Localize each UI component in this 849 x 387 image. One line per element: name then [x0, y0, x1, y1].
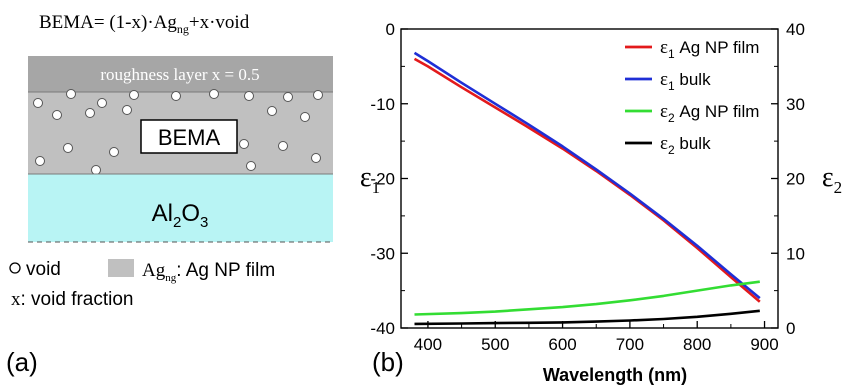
series-line-0: [413, 57, 761, 303]
void-circle: [97, 98, 107, 108]
void-circle: [129, 90, 139, 100]
y-left-tick-label: 0: [386, 20, 395, 39]
roughness-layer: [28, 56, 333, 92]
void-circle: [122, 105, 132, 115]
legend: ε1 Ag NP film ε1 bulk ε2 Ag NP film ε2 bulk: [625, 37, 759, 157]
void-circle: [171, 91, 181, 101]
panel-b: (b) 400 500 600 700 800 900 0 -10 -20 -30 -40 0 10 20…: [360, 20, 842, 385]
void-circle: [311, 153, 321, 163]
ag-legend-swatch: [108, 259, 134, 277]
void-legend-icon: [9, 262, 21, 274]
void-circle: [239, 139, 249, 149]
void-circle: [283, 92, 293, 102]
bema-label-box: [140, 119, 238, 154]
legend-label-3: ε2 bulk: [660, 133, 711, 157]
x-tick-label: 400: [414, 335, 442, 354]
y-left-tick-label: -10: [370, 95, 395, 114]
bema-equation: BEMA= (1-x)·Agng+x·void: [39, 12, 250, 36]
y-left-tick-label: -40: [370, 319, 395, 338]
axis-ticks: 400 500 600 700 800 900 0 -10 -20 -30 -40 0 10 20 30 40: [370, 20, 805, 354]
x-tick-label: 600: [548, 335, 576, 354]
y-axis-left-label: ε1: [360, 162, 380, 197]
panel-a-label: (a): [6, 347, 38, 377]
y-right-tick-label: 20: [786, 170, 805, 189]
x-tick-label: 900: [750, 335, 778, 354]
void-circle: [63, 143, 73, 153]
legend-label-0: ε1 Ag NP film: [660, 37, 759, 61]
void-circle: [313, 90, 323, 100]
substrate-layer: [28, 174, 333, 242]
y-left-tick-label: -30: [370, 244, 395, 263]
y-axis-right-label: ε2: [822, 162, 842, 197]
void-circle: [85, 108, 95, 118]
x-axis-label: Wavelength (nm): [543, 365, 687, 385]
roughness-layer-label: roughness layer x = 0.5: [100, 65, 259, 84]
y-right-tick-label: 0: [786, 319, 795, 338]
void-circle: [109, 147, 119, 157]
void-circle: [91, 165, 101, 175]
panel-a: BEMA= (1-x)·Agng+x·void roughness layer …: [6, 12, 333, 377]
void-circles: [33, 89, 323, 175]
series-line-2: [414, 280, 760, 316]
y-right-tick-label: 30: [786, 95, 805, 114]
legend-label-1: ε1 bulk: [660, 69, 711, 93]
void-circle: [35, 156, 45, 166]
void-circle: [278, 141, 288, 151]
plot-frame: [400, 28, 779, 329]
legend-label-2: ε2 Ag NP film: [660, 101, 759, 125]
x-tick-label: 700: [616, 335, 644, 354]
void-circle: [209, 89, 219, 99]
void-circle: [267, 106, 277, 116]
void-circle: [300, 112, 310, 122]
substrate-label: Al2O3: [152, 200, 209, 231]
y-right-tick-label: 40: [786, 20, 805, 39]
void-legend-label: void: [26, 259, 61, 280]
series-line-3: [414, 309, 760, 326]
void-circle: [33, 98, 43, 108]
void-fraction-label: x: void fraction: [11, 289, 134, 310]
void-circle: [246, 161, 256, 171]
void-circle: [66, 89, 76, 99]
panel-b-label: (b): [372, 347, 404, 377]
y-right-tick-label: 10: [786, 244, 805, 263]
ag-legend-label: Agng: Ag NP film: [142, 260, 275, 284]
series-lines: [413, 51, 761, 326]
x-tick-label: 800: [683, 335, 711, 354]
void-circle: [52, 110, 62, 120]
x-tick-label: 500: [481, 335, 509, 354]
y-left-tick-label: -20: [370, 170, 395, 189]
void-circle: [244, 91, 254, 101]
series-line-1: [413, 51, 761, 300]
bema-label: BEMA: [158, 125, 221, 150]
